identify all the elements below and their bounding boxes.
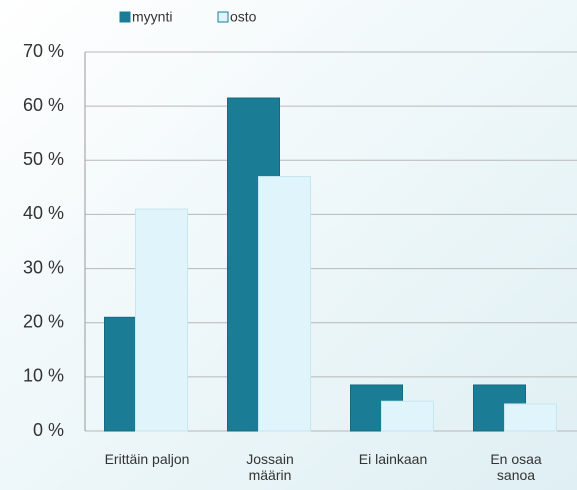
legend-label: osto <box>230 9 257 25</box>
legend-label: myynti <box>132 9 172 25</box>
legend-swatch <box>119 11 131 23</box>
y-tick-label: 60 % <box>23 95 64 115</box>
bar <box>258 176 311 432</box>
bar <box>381 400 434 432</box>
x-tick-label: Ei lainkaan <box>358 451 428 467</box>
x-tick-label: Erittäin paljon <box>104 451 190 467</box>
bar <box>504 403 557 432</box>
y-tick-label: 20 % <box>23 311 64 331</box>
bar <box>135 208 188 432</box>
x-tick-label: En osaa sanoa <box>490 451 542 483</box>
y-tick-label: 0 % <box>33 420 64 440</box>
x-tick-label: Jossain määrin <box>246 451 294 483</box>
legend-swatch <box>217 11 229 23</box>
y-tick-label: 30 % <box>23 257 64 277</box>
y-tick-label: 40 % <box>23 203 64 223</box>
y-tick-label: 10 % <box>23 366 64 386</box>
y-tick-label: 50 % <box>23 149 64 169</box>
y-tick-label: 70 % <box>23 41 64 61</box>
